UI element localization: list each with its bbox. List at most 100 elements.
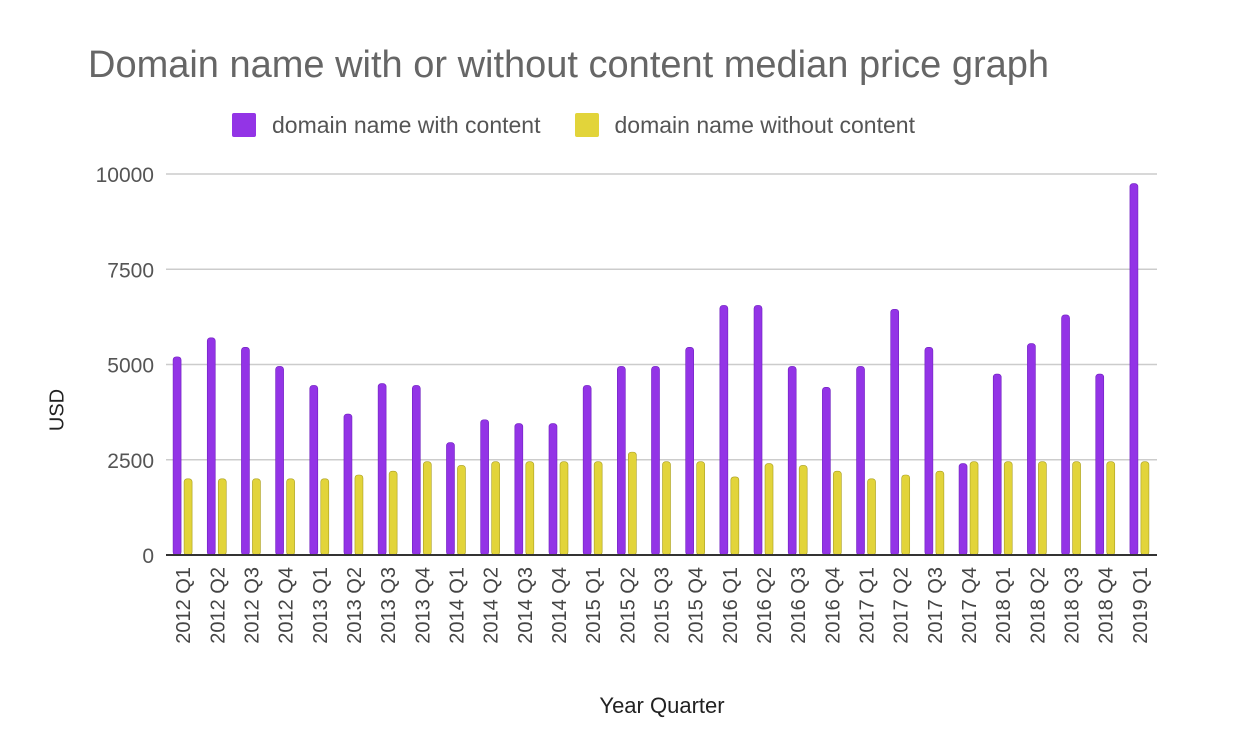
bar-without-content (1038, 461, 1047, 556)
x-tick-label: 2017 Q1 (857, 567, 879, 644)
y-tick-label: 2500 (107, 450, 154, 473)
x-tick-label: 2016 Q3 (788, 567, 810, 644)
bar-without-content (935, 470, 945, 556)
x-tick-label: 2012 Q1 (173, 567, 195, 644)
x-tick-label: 2015 Q3 (652, 567, 674, 644)
bar-with-content (958, 463, 968, 556)
bar-without-content (217, 478, 227, 556)
bar-without-content (662, 461, 671, 556)
x-axis-label: Year Quarter (599, 693, 725, 718)
bar-without-content (628, 451, 637, 556)
chart-title: Domain name with or without content medi… (88, 44, 1050, 86)
bar-without-content (491, 461, 500, 556)
legend-item-with-content[interactable]: domain name with content (232, 112, 541, 139)
bar-with-content (890, 308, 900, 556)
x-tick-label: 2014 Q3 (515, 567, 537, 644)
x-tick-label: 2016 Q1 (720, 567, 742, 644)
bar-without-content (354, 474, 364, 556)
x-tick-label: 2013 Q1 (310, 567, 332, 644)
bar-without-content (901, 474, 911, 556)
legend-label-with-content: domain name with content (272, 111, 541, 138)
x-tick-label: 2014 Q1 (446, 567, 468, 644)
bar-without-content (833, 470, 842, 556)
bar-without-content (422, 461, 432, 556)
bar-with-content (1129, 183, 1139, 556)
x-tick-label: 2015 Q1 (583, 567, 605, 644)
bar-with-content (787, 366, 797, 556)
bar-with-content (856, 366, 865, 556)
bar-with-content (206, 337, 216, 556)
legend-item-without-content[interactable]: domain name without content (574, 111, 915, 139)
x-tick-label: 2015 Q4 (686, 567, 708, 644)
bar-without-content (764, 463, 774, 556)
y-tick-label: 0 (142, 545, 154, 568)
bar-with-content (753, 305, 763, 556)
bar-without-content (1140, 461, 1150, 556)
x-tick-label: 2016 Q2 (754, 567, 776, 644)
x-tick-label: 2013 Q3 (378, 567, 400, 644)
x-tick-label: 2014 Q4 (549, 567, 571, 644)
x-tick-label: 2018 Q1 (993, 567, 1015, 644)
x-tick-label: 2017 Q3 (925, 567, 947, 644)
x-tick-label: 2012 Q3 (241, 567, 263, 644)
bar-with-content (377, 383, 387, 556)
bar-without-content (696, 461, 705, 556)
x-tick-label: 2016 Q4 (822, 567, 844, 644)
bar-with-content (309, 385, 319, 556)
legend: domain name with content domain name wit… (232, 110, 949, 140)
bar-with-content (822, 387, 831, 556)
bar-with-content (685, 347, 694, 556)
bar-with-content (480, 419, 489, 556)
x-tick-label: 2018 Q3 (1062, 567, 1084, 644)
bar-without-content (252, 478, 261, 556)
y-tick-label: 7500 (107, 259, 154, 282)
bar-with-content (651, 366, 660, 556)
bar-with-content (1095, 373, 1105, 556)
bar-with-content (1027, 343, 1036, 556)
bar-with-content (343, 413, 353, 556)
x-tick-label: 2014 Q2 (481, 567, 503, 644)
x-tick-label: 2013 Q4 (412, 567, 434, 644)
bar-without-content (593, 461, 603, 556)
bar-without-content (457, 465, 466, 556)
legend-swatch-without-content (574, 113, 599, 137)
x-tick-label: 2018 Q2 (1027, 567, 1049, 644)
bar-without-content (867, 478, 876, 556)
bar-with-content (1061, 314, 1070, 556)
bar-without-content (286, 478, 295, 556)
bar-with-content (446, 442, 455, 556)
bar-with-content (275, 366, 284, 556)
y-tick-label: 10000 (96, 164, 154, 187)
bar-with-content (548, 423, 558, 556)
x-tick-label: 2017 Q4 (959, 567, 981, 644)
y-tick-label: 5000 (107, 355, 154, 378)
x-tick-label: 2017 Q2 (891, 567, 913, 644)
legend-label-without-content: domain name without content (614, 111, 915, 138)
bar-without-content (1106, 461, 1116, 556)
bar-with-content (617, 366, 626, 556)
x-tick-label: 2015 Q2 (617, 567, 639, 644)
y-axis-label: USD (46, 388, 69, 432)
bar-without-content (183, 478, 193, 556)
bar-with-content (924, 347, 934, 556)
bar-without-content (320, 478, 330, 556)
x-tick-label: 2013 Q2 (344, 567, 366, 644)
legend-swatch-with-content (232, 113, 256, 137)
x-tick-label: 2018 Q4 (1096, 567, 1118, 644)
bar-with-content (241, 347, 250, 556)
bar-without-content (388, 470, 398, 556)
bar-without-content (1003, 461, 1013, 556)
x-tick-label: 2012 Q2 (207, 567, 229, 644)
bar-with-content (514, 423, 524, 556)
bar-with-content (992, 373, 1002, 556)
bar-with-content (411, 385, 421, 556)
bar-without-content (1072, 461, 1081, 556)
bar-with-content (582, 385, 592, 556)
bar-with-content (172, 356, 182, 556)
bar-without-content (969, 461, 979, 556)
bar-without-content (730, 476, 740, 556)
bar-with-content (719, 305, 729, 556)
x-tick-label: 2019 Q1 (1130, 567, 1152, 644)
bar-without-content (559, 461, 569, 556)
